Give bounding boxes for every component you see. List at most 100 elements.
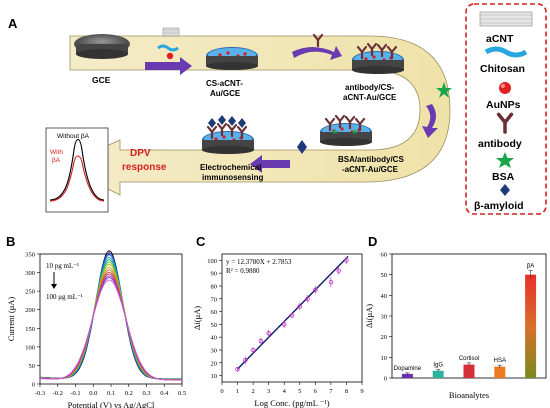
y-tick-label: 50 bbox=[211, 322, 218, 329]
chart-d-xlabel: Bioanalytes bbox=[449, 390, 489, 400]
dpv-curve-8 bbox=[40, 269, 182, 381]
bsa-antibody-electrode bbox=[320, 114, 372, 146]
x-tick-label: 7 bbox=[329, 388, 333, 395]
selectivity-bar-chart: 0 10 20 30 40 50 60 Bioanalytes Δi(μA) Dopamine Ig… bbox=[364, 252, 547, 400]
data-point bbox=[336, 268, 341, 273]
x-tick-label: 0.4 bbox=[160, 390, 169, 397]
bar-1 bbox=[432, 370, 444, 378]
panel-d-label: D bbox=[368, 234, 377, 249]
x-tick-label: 0.3 bbox=[142, 390, 150, 397]
bar-0 bbox=[401, 373, 413, 378]
y-tick-label: 70 bbox=[211, 296, 218, 303]
y-tick-label: 300 bbox=[25, 270, 35, 277]
step-bsa-label-2: -aCNT-Au/GCE bbox=[342, 165, 399, 174]
bar-category-label: Dopamine bbox=[394, 366, 422, 372]
y-tick-label: 0 bbox=[32, 382, 35, 389]
flow-arrow-3 bbox=[422, 104, 438, 138]
data-point bbox=[243, 358, 248, 363]
data-point bbox=[258, 338, 264, 344]
step-bsa-label-1: BSA/antibody/CS bbox=[338, 155, 404, 164]
chart-c-r2: R² = 0.9880 bbox=[226, 267, 260, 275]
sensing-label-1: Electrochemical bbox=[200, 163, 261, 172]
x-tick-label: 0.2 bbox=[125, 390, 133, 397]
y-tick-label: 20 bbox=[381, 334, 388, 341]
x-tick-label: 4 bbox=[283, 388, 287, 395]
process-arrow-lane bbox=[61, 35, 451, 196]
inset-with-label-1: With bbox=[50, 149, 63, 156]
beta-amyloid-icon bbox=[500, 184, 510, 196]
panel-b-label: B bbox=[6, 234, 15, 249]
x-tick-label: 2 bbox=[251, 388, 254, 395]
calibration-chart: 0 1 2 3 4 5 6 7 8 9 10 20 30 40 50 60 70 80 90 100 Log Conc.… bbox=[192, 253, 364, 408]
x-tick-label: 3 bbox=[267, 388, 270, 395]
chart-b-xlabel: Potential (V) vs Ag/AgCl bbox=[68, 400, 155, 408]
dpv-curve-1 bbox=[40, 252, 182, 380]
legend-label-beta-amyloid: β-amyloid bbox=[474, 200, 524, 212]
panel-a-label: A bbox=[8, 16, 18, 31]
step-cs-label-1: CS-aCNT- bbox=[206, 79, 243, 88]
bar-category-label: βA bbox=[527, 264, 534, 270]
dpv-curve-7 bbox=[40, 266, 182, 381]
dpv-curves-chart: -0.3 -0.2 -0.1 0.0 0.1 0.2 0.3 0.4 0.5 0 50 100 150 2… bbox=[6, 250, 186, 408]
bar-3 bbox=[494, 366, 506, 378]
x-tick-label: -0.2 bbox=[53, 390, 63, 397]
x-tick-label: 0.0 bbox=[89, 390, 97, 397]
reagents-icon-group bbox=[157, 27, 180, 60]
data-point bbox=[344, 258, 349, 263]
y-tick-label: 40 bbox=[381, 293, 388, 300]
flow-arrow-2 bbox=[292, 46, 342, 60]
x-tick-label: 0.5 bbox=[178, 390, 186, 397]
panel-c-label: C bbox=[196, 234, 206, 249]
x-tick-label: 6 bbox=[314, 388, 318, 395]
bar-2 bbox=[463, 364, 475, 378]
y-tick-label: 100 bbox=[25, 344, 35, 351]
bar-category-label: IgG bbox=[433, 363, 443, 369]
y-tick-label: 50 bbox=[29, 363, 36, 370]
y-tick-label: 10 bbox=[381, 355, 388, 362]
acnt-icon bbox=[479, 11, 533, 27]
chart-c-ylabel: Δi(μA) bbox=[192, 306, 202, 330]
dpv-curve-9 bbox=[40, 271, 182, 381]
y-tick-label: 50 bbox=[381, 272, 388, 279]
x-tick-label: 9 bbox=[360, 388, 363, 395]
chart-b-annotation-bottom: 100 μg mL⁻¹ bbox=[46, 293, 83, 301]
bar-category-label: HSA bbox=[494, 358, 506, 364]
x-tick-label: -0.3 bbox=[35, 390, 45, 397]
y-tick-label: 40 bbox=[211, 335, 218, 342]
data-point bbox=[297, 304, 302, 309]
dpv-curve-5 bbox=[40, 261, 182, 380]
y-tick-label: 60 bbox=[211, 309, 218, 316]
fit-line bbox=[237, 256, 349, 370]
x-tick-label: -0.1 bbox=[70, 390, 80, 397]
legend-label-chitosan: Chitosan bbox=[480, 63, 525, 75]
sensing-electrode bbox=[202, 115, 254, 154]
y-tick-label: 30 bbox=[381, 314, 388, 321]
x-tick-label: 1 bbox=[236, 388, 239, 395]
bsa-star-icon bbox=[496, 152, 514, 168]
dpv-curve-13 bbox=[40, 279, 182, 381]
data-point bbox=[328, 279, 334, 285]
dpv-curve-11 bbox=[40, 275, 182, 381]
step-gce-label: GCE bbox=[92, 75, 111, 85]
y-tick-label: 90 bbox=[211, 271, 218, 278]
bar-category-label: Cortisol bbox=[459, 356, 479, 362]
dpv-label-2: response bbox=[122, 162, 167, 173]
chart-c-frame bbox=[221, 253, 363, 383]
data-point bbox=[266, 331, 271, 336]
legend-label-bsa: BSA bbox=[492, 171, 515, 183]
legend-label-acnt: aCNT bbox=[486, 33, 514, 45]
step-ab-label-1: antibody/CS- bbox=[345, 83, 395, 92]
y-tick-label: 200 bbox=[25, 307, 35, 314]
y-tick-label: 350 bbox=[25, 252, 35, 259]
beta-amyloid-icon bbox=[297, 140, 307, 154]
step-ab-label-2: aCNT-Au/GCE bbox=[343, 93, 397, 102]
cs-acnt-au-electrode bbox=[206, 47, 258, 70]
antibody-electrode bbox=[352, 42, 404, 74]
data-point bbox=[282, 322, 287, 327]
y-tick-label: 60 bbox=[381, 252, 388, 259]
sensing-label-2: immunosensing bbox=[202, 173, 263, 182]
inset-without-label: Without βA bbox=[57, 133, 90, 140]
chitosan-icon bbox=[484, 46, 528, 58]
y-tick-label: 10 bbox=[211, 373, 218, 380]
